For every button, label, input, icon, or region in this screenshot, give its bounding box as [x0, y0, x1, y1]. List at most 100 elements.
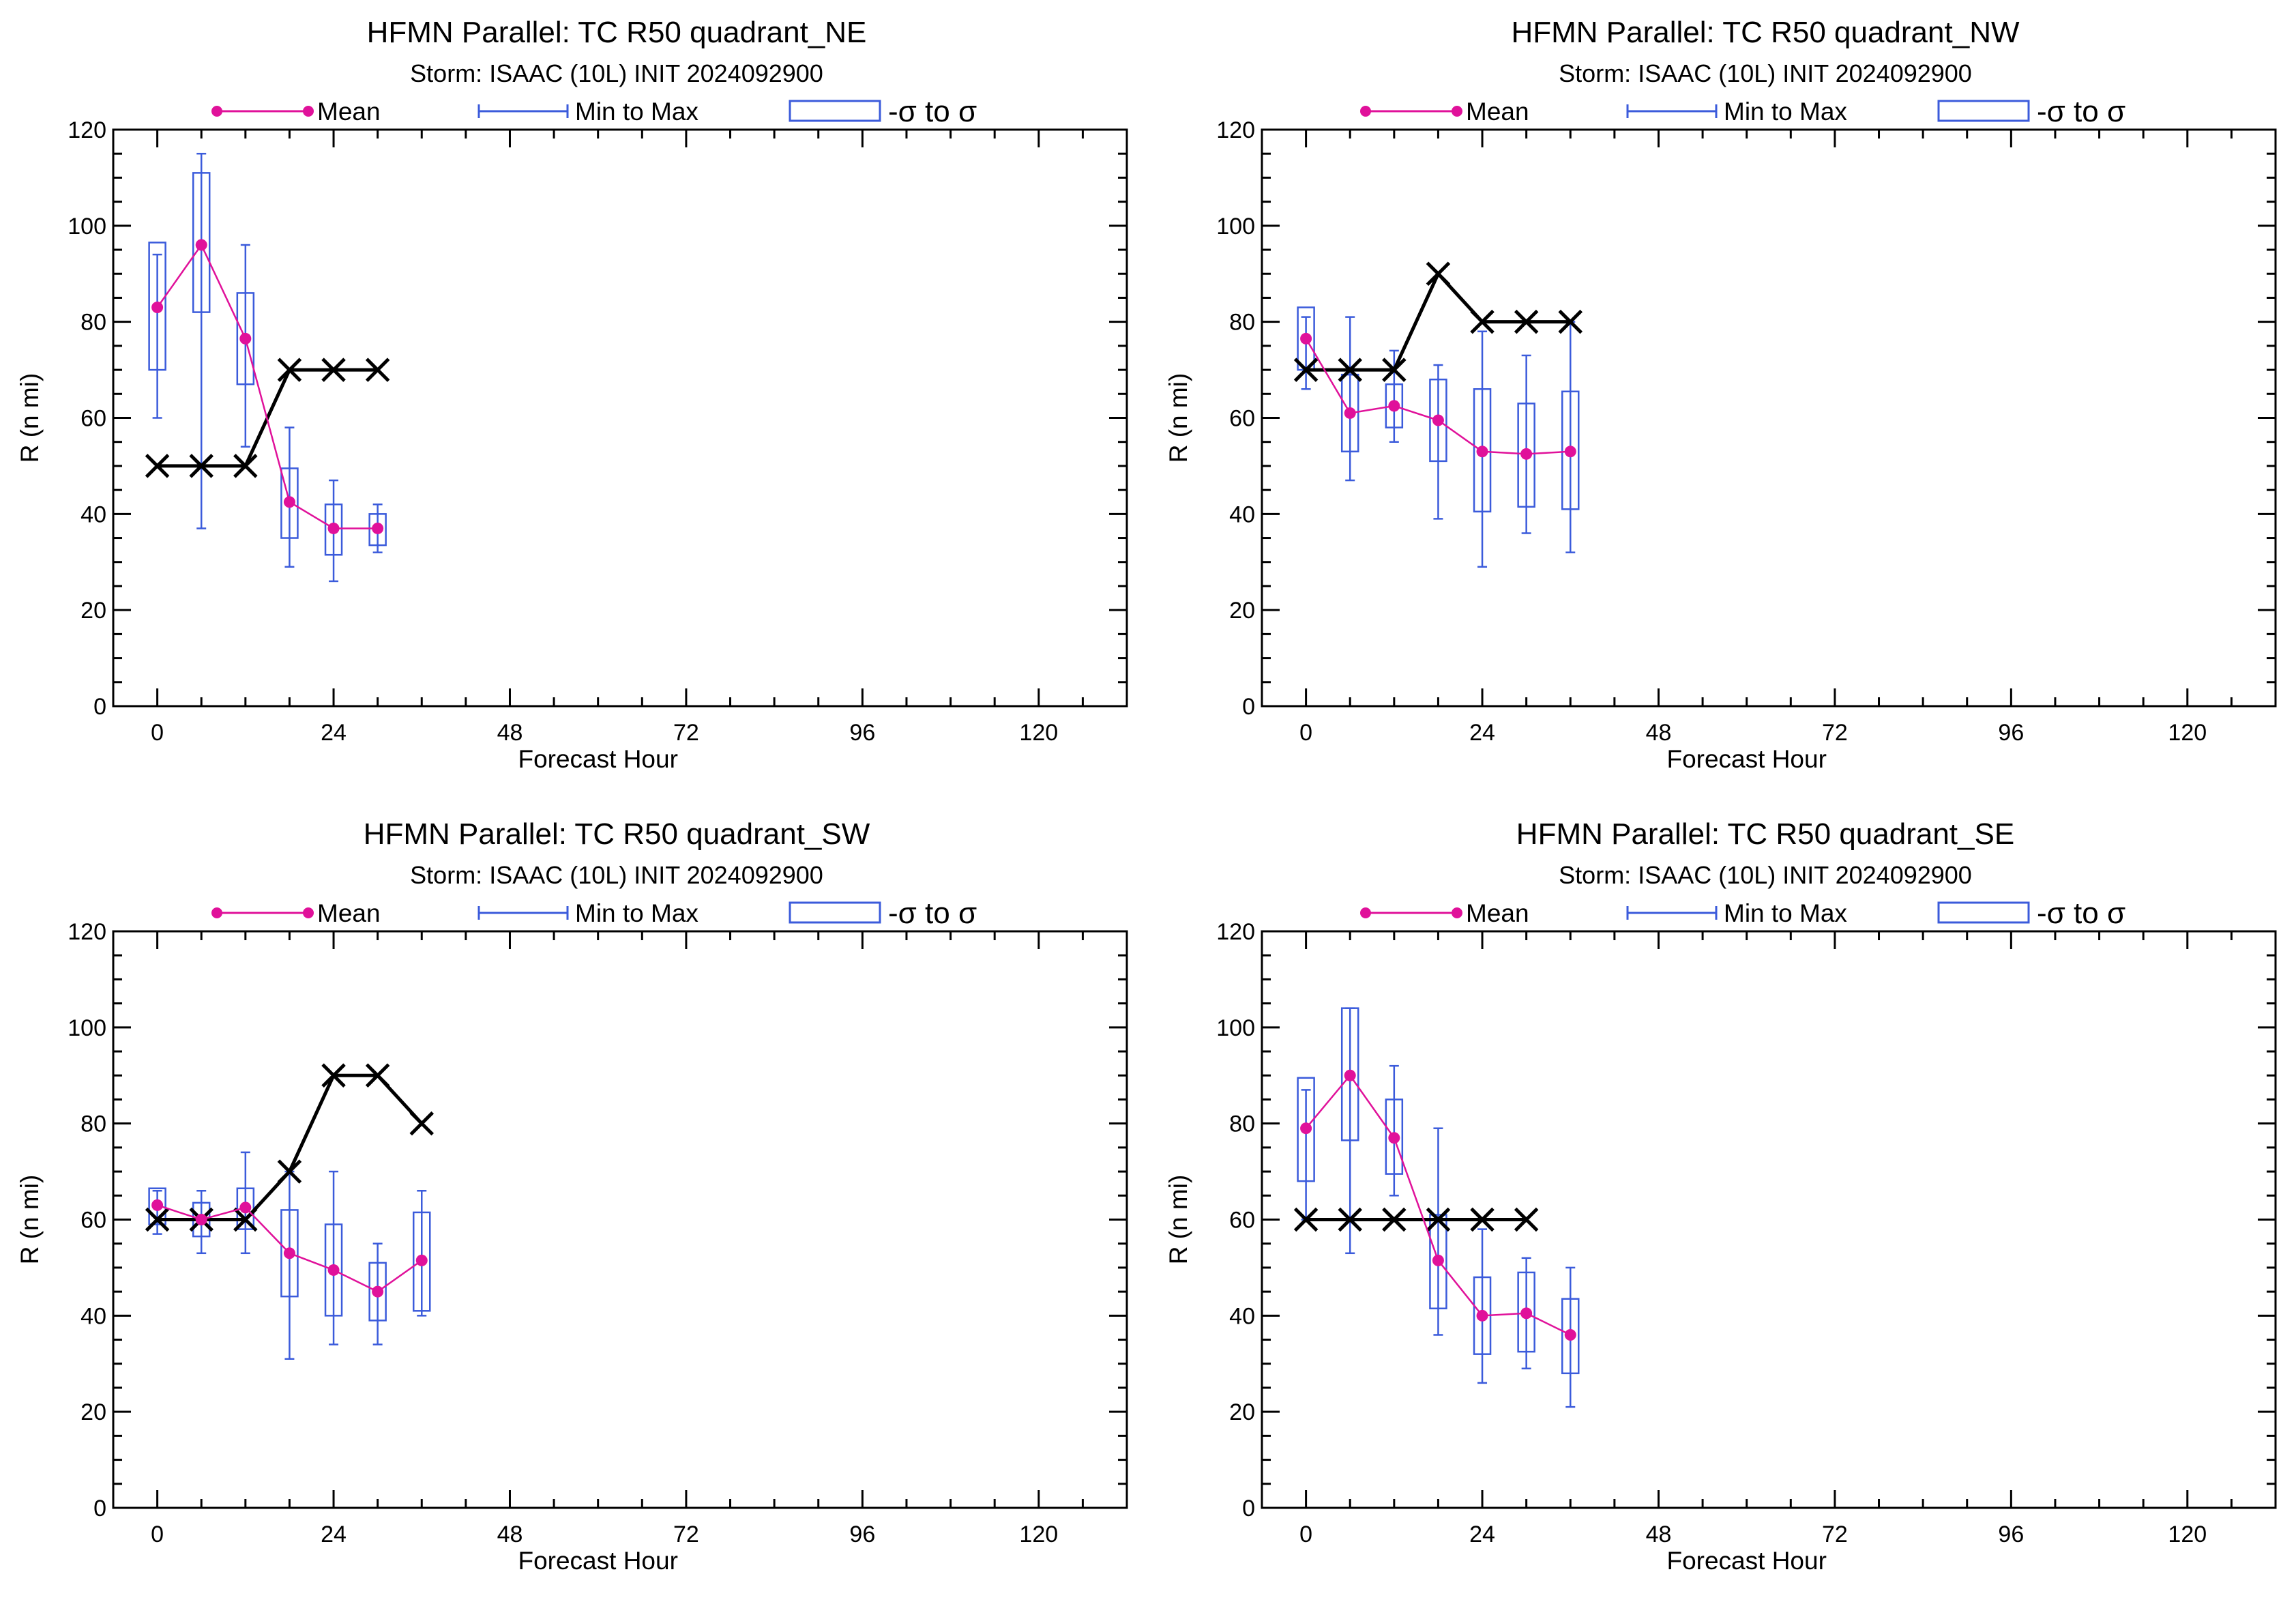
observed-marker	[1382, 358, 1407, 382]
chart-panel-3: HFMN Parallel: TC R50 quadrant_SE Storm: …	[1164, 817, 2277, 1575]
legend-sigma-box	[1937, 100, 2030, 122]
mean-point	[1300, 332, 1312, 345]
legend-minmax-label: Min to Max	[1724, 98, 1847, 126]
legend: Mean Min to Max -σ to σ	[211, 897, 977, 930]
mean-line	[156, 243, 378, 529]
plot-frame	[112, 930, 1128, 1509]
observed-marker	[1470, 309, 1495, 334]
observed-marker	[233, 1207, 258, 1232]
y-tick-label: 100	[1216, 1015, 1255, 1041]
mean-point	[372, 1285, 384, 1298]
y-tick-label: 0	[93, 1496, 106, 1521]
chart-subtitle: Storm: ISAAC (10L) INIT 2024092900	[410, 861, 823, 889]
mean-point	[1388, 1132, 1400, 1144]
sigma-box	[324, 504, 343, 556]
observed-marker	[1558, 309, 1583, 334]
y-tick-label: 20	[80, 598, 106, 624]
mean-point	[283, 1247, 295, 1259]
x-tick-label: 48	[1646, 1521, 1672, 1547]
y-tick-label: 0	[1242, 694, 1255, 720]
sigma-box	[368, 1262, 387, 1322]
observed-marker	[1293, 358, 1319, 382]
mean-point	[1432, 414, 1444, 426]
y-axis-label: R (n mi)	[16, 373, 44, 463]
mean-point	[1344, 1069, 1356, 1081]
observed-marker	[1382, 1207, 1407, 1232]
plot-frame	[112, 128, 1128, 708]
observed-marker	[1514, 1207, 1539, 1232]
sigma-box	[324, 1223, 343, 1317]
chart-title: HFMN Parallel: TC R50 quadrant_NW	[1512, 16, 2020, 49]
mean-point	[1476, 446, 1488, 458]
observed-marker	[145, 1207, 170, 1232]
sigma-box	[1517, 403, 1535, 508]
observed-marker	[409, 1111, 435, 1136]
chart-title: HFMN Parallel: TC R50 quadrant_SE	[1516, 817, 2014, 851]
mean-point	[239, 332, 252, 345]
x-axis-label: Forecast Hour	[1666, 745, 1826, 773]
observed-marker	[277, 1159, 302, 1184]
sigma-box	[413, 1211, 431, 1312]
sigma-box	[368, 513, 387, 547]
mean-point	[239, 1202, 252, 1214]
mean-point	[1564, 446, 1576, 458]
legend-mean-marker	[303, 907, 314, 918]
chart-title: HFMN Parallel: TC R50 quadrant_NE	[367, 16, 867, 49]
mean-point	[151, 302, 164, 314]
y-tick-label: 60	[1229, 1208, 1255, 1234]
sigma-box	[1385, 383, 1404, 428]
mean-point	[1564, 1329, 1576, 1341]
mean-point	[1520, 448, 1533, 460]
y-tick-label: 40	[1229, 501, 1255, 527]
y-tick-label: 120	[68, 117, 106, 143]
chart-panel-2: HFMN Parallel: TC R50 quadrant_SW Storm: …	[16, 817, 1128, 1575]
legend-mean-marker	[1452, 907, 1462, 918]
mean-point	[1520, 1307, 1533, 1320]
sigma-box	[1473, 388, 1492, 513]
x-axis-label: Forecast Hour	[518, 745, 677, 773]
legend-minmax-label: Min to Max	[575, 899, 698, 927]
observed-marker	[189, 454, 214, 478]
legend: Mean Min to Max -σ to σ	[1360, 897, 2125, 930]
y-tick-label: 80	[1229, 1111, 1255, 1137]
legend-mean-label: Mean	[317, 98, 381, 126]
x-tick-label: 72	[673, 720, 699, 746]
observed-marker	[365, 1063, 390, 1088]
observed-marker	[1514, 309, 1539, 334]
sigma-box	[236, 292, 255, 385]
observed-marker	[1293, 1207, 1319, 1232]
legend-sigma-label: -σ to σ	[2037, 95, 2125, 128]
y-tick-label: 40	[1229, 1303, 1255, 1329]
sigma-box	[1561, 390, 1580, 510]
x-tick-label: 72	[1822, 720, 1848, 746]
y-tick-label: 80	[80, 310, 106, 336]
y-axis-label: R (n mi)	[16, 1175, 44, 1265]
mean-point	[327, 522, 340, 534]
sigma-box	[1429, 1214, 1447, 1310]
plot-frame	[1261, 128, 2277, 708]
legend-mean-marker	[1360, 907, 1371, 918]
legend-mean-marker	[1360, 106, 1371, 117]
y-tick-label: 0	[1242, 1496, 1255, 1521]
x-tick-label: 24	[1469, 720, 1495, 746]
legend: Mean Min to Max -σ to σ	[1360, 95, 2125, 128]
y-tick-label: 80	[80, 1111, 106, 1137]
y-tick-label: 80	[1229, 310, 1255, 336]
x-tick-label: 24	[1469, 1521, 1495, 1547]
y-tick-label: 100	[1216, 214, 1255, 239]
observed-marker	[1426, 1207, 1451, 1232]
legend-minmax-label: Min to Max	[575, 98, 698, 126]
x-axis-label: Forecast Hour	[1666, 1547, 1826, 1575]
x-tick-label: 72	[1822, 1521, 1848, 1547]
y-tick-label: 100	[68, 1015, 106, 1041]
observed-marker	[1338, 1207, 1362, 1232]
y-tick-label: 20	[1229, 1399, 1255, 1425]
legend-mean-marker	[211, 106, 222, 117]
sigma-box	[148, 1187, 166, 1225]
y-tick-label: 100	[68, 214, 106, 239]
chart-subtitle: Storm: ISAAC (10L) INIT 2024092900	[410, 59, 823, 87]
sigma-box	[148, 242, 166, 371]
y-axis-label: R (n mi)	[1164, 1175, 1192, 1265]
x-tick-label: 96	[849, 720, 875, 746]
sigma-box	[280, 1209, 299, 1298]
